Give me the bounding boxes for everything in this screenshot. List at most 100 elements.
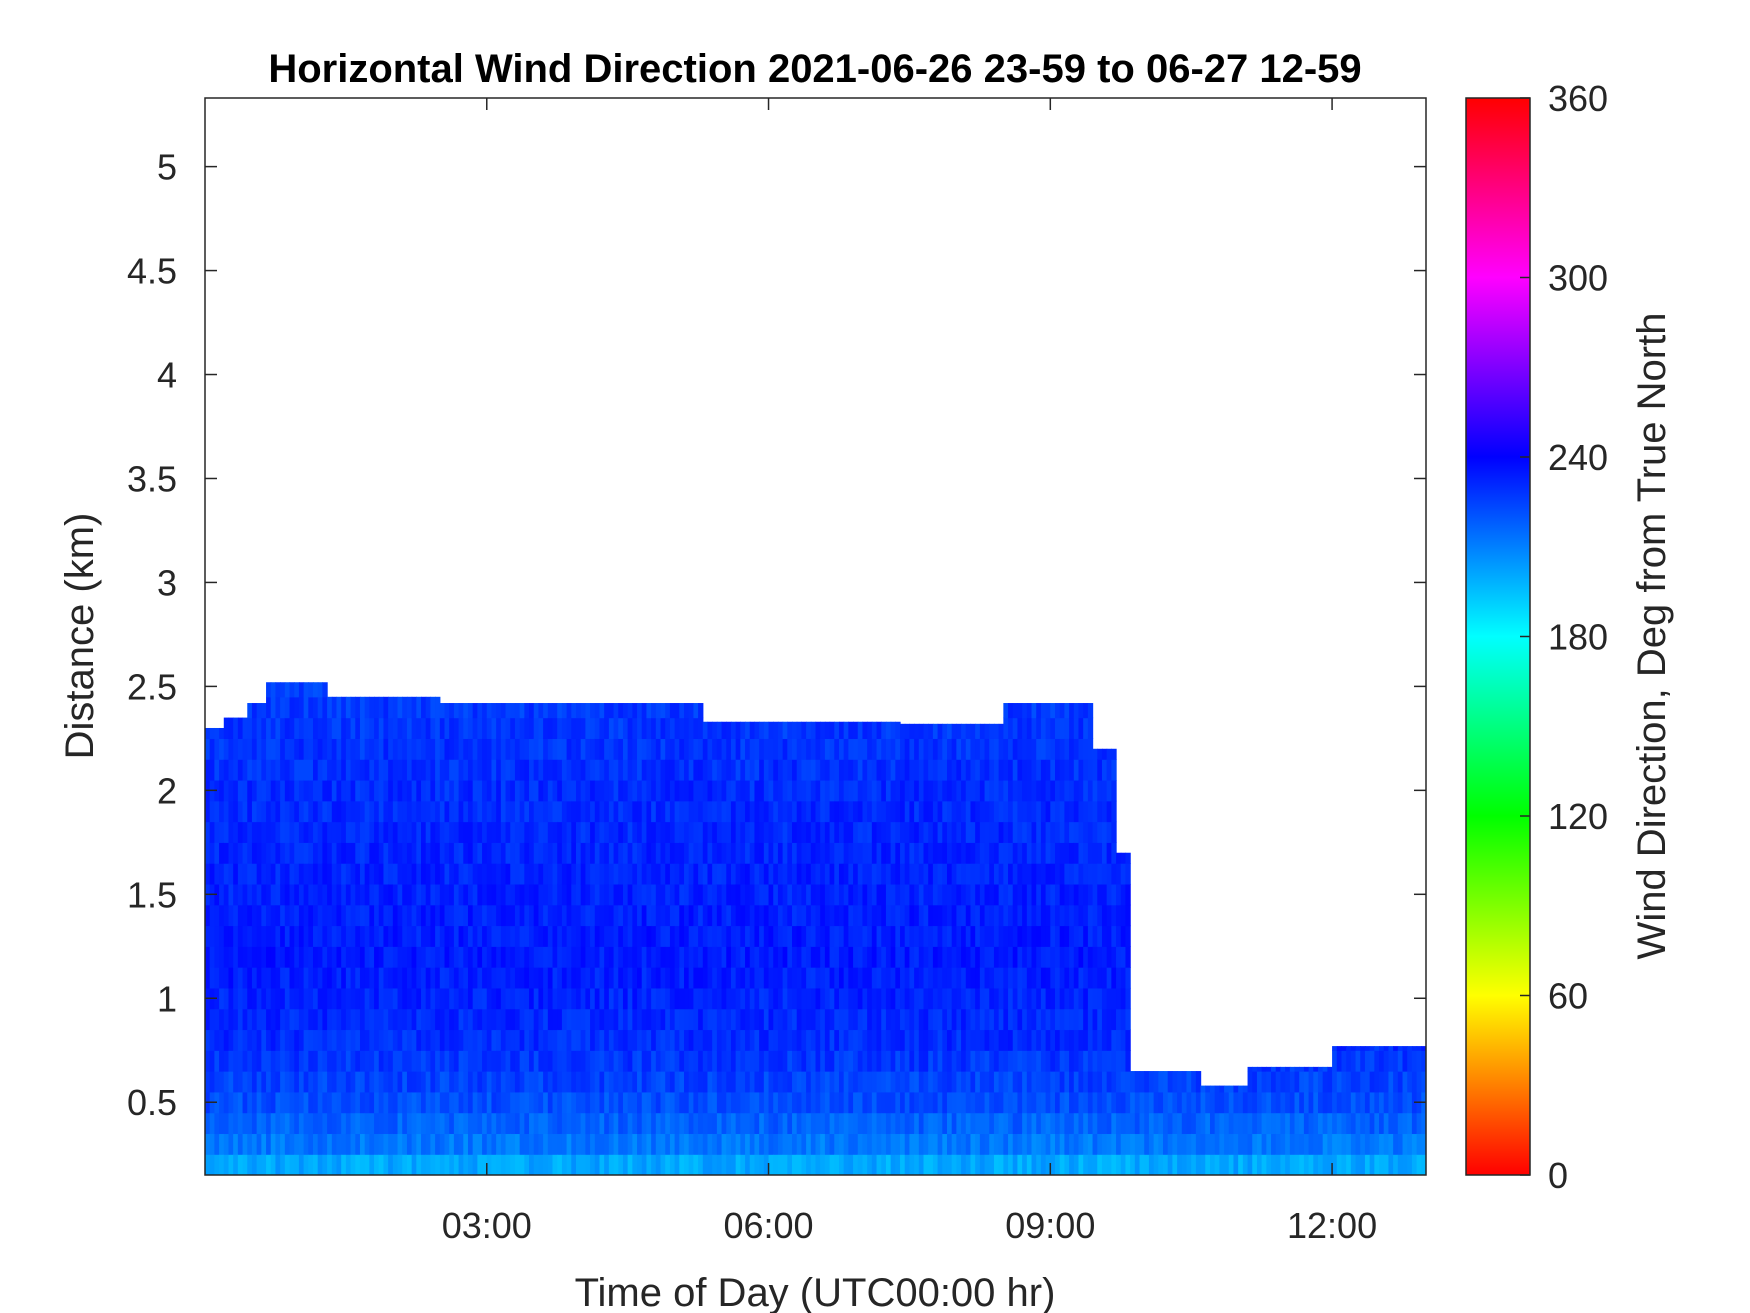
heatmap-cell	[383, 1029, 389, 1051]
heatmap-cell	[641, 821, 648, 843]
heatmap-cell	[632, 1029, 638, 1051]
heatmap-cell	[463, 703, 469, 719]
heatmap-cell	[660, 883, 666, 906]
heatmap-cell	[1111, 925, 1117, 947]
colorbar-label: Wind Direction, Deg from True North	[1630, 313, 1674, 960]
heatmap-cell	[1271, 1133, 1277, 1155]
heatmap-cell	[1101, 800, 1108, 823]
heatmap-cell	[336, 1008, 342, 1031]
heatmap-cell	[641, 946, 648, 968]
heatmap-cell	[693, 1008, 699, 1031]
heatmap-cell	[1271, 1112, 1277, 1135]
heatmap-cell	[280, 883, 286, 906]
heatmap-cell	[669, 1154, 676, 1175]
heatmap-cell	[298, 1112, 305, 1135]
heatmap-cell	[486, 1154, 493, 1175]
heatmap-cell	[876, 721, 882, 739]
heatmap-cell	[1411, 1046, 1418, 1051]
heatmap-cell	[984, 1112, 990, 1135]
heatmap-cell	[698, 1050, 704, 1072]
heatmap-cell	[402, 1133, 408, 1155]
heatmap-cell	[1261, 1154, 1267, 1175]
heatmap-cell	[1036, 717, 1042, 739]
heatmap-cell	[961, 779, 967, 802]
heatmap-cell	[1285, 1066, 1291, 1072]
heatmap-cell	[890, 863, 896, 885]
heatmap-cell	[754, 842, 760, 864]
heatmap-cell	[449, 717, 455, 739]
heatmap-cell	[392, 1008, 399, 1031]
heatmap-cell	[317, 717, 324, 739]
heatmap-cell	[496, 987, 502, 1010]
heatmap-cell	[1022, 863, 1028, 885]
heatmap-cell	[345, 863, 352, 885]
heatmap-cell	[1374, 1091, 1380, 1114]
heatmap-cell	[932, 1112, 939, 1135]
heatmap-cell	[773, 842, 779, 864]
heatmap-cell	[763, 1154, 770, 1175]
heatmap-cell	[1101, 842, 1108, 864]
heatmap-cell	[946, 1008, 953, 1031]
heatmap-cell	[726, 863, 732, 885]
heatmap-cell	[1111, 748, 1117, 760]
heatmap-cell	[655, 717, 662, 739]
heatmap-cell	[702, 1154, 709, 1175]
heatmap-cell	[632, 946, 638, 968]
heatmap-cell	[1012, 842, 1019, 864]
heatmap-cell	[463, 1133, 469, 1155]
heatmap-cell	[496, 1050, 502, 1072]
heatmap-cell	[1073, 821, 1080, 843]
heatmap-cell	[646, 863, 652, 885]
heatmap-cell	[815, 967, 821, 989]
heatmap-cell	[327, 883, 333, 906]
heatmap-cell	[698, 842, 704, 864]
heatmap-cell	[773, 800, 779, 823]
heatmap-cell	[585, 1008, 591, 1031]
heatmap-cell	[594, 904, 601, 927]
heatmap-cell	[773, 987, 779, 1010]
heatmap-cell	[350, 883, 356, 906]
heatmap-cell	[1360, 1071, 1366, 1093]
heatmap-cell	[237, 1112, 244, 1135]
heatmap-cell	[275, 696, 281, 719]
heatmap-cell	[1364, 1154, 1371, 1175]
heatmap-cell	[529, 717, 535, 739]
heatmap-cell	[205, 1050, 211, 1072]
heatmap-cell	[716, 925, 723, 947]
heatmap-cell	[1388, 1050, 1394, 1072]
heatmap-cell	[374, 967, 380, 989]
heatmap-cell	[463, 759, 469, 781]
heatmap-cell	[266, 1154, 272, 1175]
heatmap-cell	[684, 800, 690, 823]
heatmap-cell	[759, 1154, 765, 1175]
heatmap-cell	[923, 1154, 929, 1175]
heatmap-cell	[895, 1071, 901, 1093]
heatmap-cell	[284, 1050, 291, 1072]
heatmap-cell	[843, 1071, 849, 1093]
x-tick-label: 12:00	[1287, 1205, 1377, 1246]
heatmap-cell	[1017, 904, 1023, 927]
heatmap-cell	[345, 967, 352, 989]
heatmap-cell	[449, 1133, 455, 1155]
heatmap-cell	[782, 1154, 788, 1175]
heatmap-cell	[557, 779, 563, 802]
heatmap-cell	[993, 1050, 1000, 1072]
heatmap-cell	[1069, 967, 1075, 989]
heatmap-cell	[1031, 1091, 1037, 1114]
heatmap-cell	[576, 863, 582, 885]
heatmap-cell	[1106, 967, 1112, 989]
heatmap-cell	[209, 1154, 215, 1175]
heatmap-cell	[1379, 1112, 1385, 1135]
heatmap-cell	[890, 779, 896, 802]
heatmap-cell	[871, 759, 878, 781]
heatmap-cell	[543, 717, 549, 739]
heatmap-cell	[566, 1071, 572, 1093]
heatmap-cell	[641, 925, 648, 947]
heatmap-cell	[374, 779, 380, 802]
heatmap-cell	[552, 1071, 558, 1093]
heatmap-cell	[857, 1133, 864, 1155]
heatmap-cell	[392, 946, 399, 968]
heatmap-cell	[289, 717, 295, 739]
heatmap-cell	[237, 800, 244, 823]
heatmap-cell	[970, 723, 976, 739]
